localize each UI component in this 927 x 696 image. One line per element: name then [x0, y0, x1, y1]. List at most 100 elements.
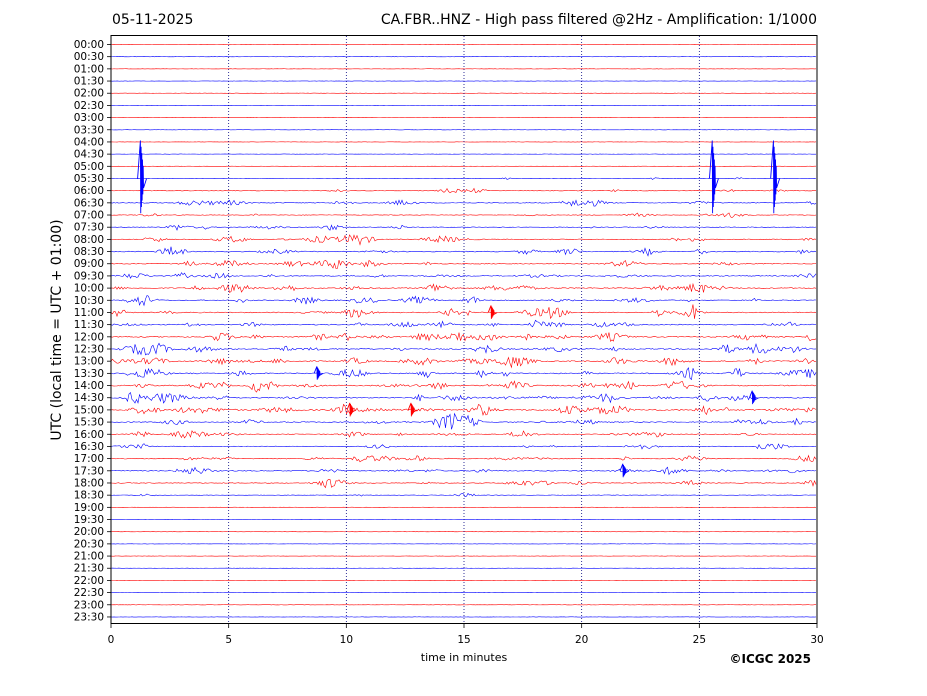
trace-row-1030	[110, 295, 817, 307]
trace-line	[110, 430, 817, 439]
event-spike-3	[770, 140, 781, 214]
trace-row-1300	[110, 356, 817, 369]
event-spike-5	[313, 366, 324, 380]
y-tick-label: 13:00	[74, 356, 104, 368]
trace-line	[110, 272, 817, 279]
x-tick-label: 15	[457, 634, 470, 646]
plot-frame	[110, 35, 818, 624]
y-tick-label: 10:00	[74, 283, 104, 295]
y-tick-label: 20:30	[74, 538, 104, 550]
trace-row-0600	[110, 187, 817, 194]
trace-rows	[110, 44, 817, 618]
event-spike-6	[749, 390, 759, 405]
trace-row-1430	[110, 391, 817, 404]
trace-line	[110, 454, 817, 463]
y-tick-label: 21:00	[74, 551, 104, 563]
y-tick-label: 18:00	[74, 477, 104, 489]
y-tick-label: 02:00	[74, 88, 104, 100]
trace-line	[110, 492, 817, 498]
y-tick-label: 13:30	[74, 368, 104, 380]
y-tick-label: 10:30	[74, 295, 104, 307]
x-tick-label: 5	[225, 634, 232, 646]
trace-line	[110, 199, 817, 207]
trace-line	[110, 304, 817, 320]
trace-row-1500	[110, 403, 817, 416]
trace-line	[110, 391, 817, 404]
y-tick-label: 11:30	[74, 319, 104, 331]
trace-row-0700	[110, 212, 817, 219]
x-tick-label: 0	[108, 634, 115, 646]
y-tick-label: 00:00	[74, 39, 104, 51]
y-tick-label: 12:30	[74, 344, 104, 356]
copyright-label: ©ICGC 2025	[729, 652, 811, 666]
y-tick-label: 19:00	[74, 502, 104, 514]
trace-line	[110, 356, 817, 369]
x-tick-labels: 0 5 10 15 20 25 30	[108, 623, 824, 646]
y-tick-label: 04:00	[74, 136, 104, 148]
y-tick-label: 19:30	[74, 514, 104, 526]
y-tick-label: 20:00	[74, 526, 104, 538]
trace-line	[110, 380, 817, 393]
event-spike-7	[346, 402, 357, 417]
trace-row-1000	[110, 282, 817, 293]
y-tick-label: 05:00	[74, 161, 104, 173]
trace-line	[110, 367, 817, 381]
trace-row-0800	[110, 234, 817, 246]
x-tick-label: 25	[693, 634, 706, 646]
y-tick-label: 14:30	[74, 392, 104, 404]
x-tick-label: 30	[810, 634, 823, 646]
trace-row-0900	[110, 259, 817, 269]
trace-line	[110, 234, 817, 246]
y-tick-label: 08:30	[74, 246, 104, 258]
x-tick-label: 10	[340, 634, 353, 646]
x-axis-label: time in minutes	[420, 651, 508, 664]
trace-line	[110, 282, 817, 293]
y-tick-label: 21:30	[74, 563, 104, 575]
y-tick-label: 17:00	[74, 453, 104, 465]
event-spike-9	[619, 463, 630, 478]
trace-row-0730	[110, 224, 817, 231]
trace-line	[110, 479, 817, 489]
y-tick-label: 07:30	[74, 222, 104, 234]
trace-row-1400	[110, 380, 817, 393]
trace-row-1600	[110, 430, 817, 439]
y-tick-label: 14:00	[74, 380, 104, 392]
vertical-grid	[228, 36, 700, 623]
y-tick-label: 22:30	[74, 587, 104, 599]
y-axis-label: UTC (local time = UTC + 01:00)	[49, 219, 65, 441]
event-spike-2	[709, 140, 719, 214]
trace-line	[110, 342, 817, 356]
y-tick-label: 00:30	[74, 51, 104, 63]
trace-row-1730	[110, 466, 817, 476]
y-tick-label: 16:00	[74, 429, 104, 441]
event-spikes	[137, 140, 781, 478]
event-spike-8	[407, 402, 418, 417]
event-spike-4	[487, 305, 498, 319]
chart-title: CA.FBR..HNZ - High pass filtered @2Hz - …	[380, 12, 817, 28]
y-tick-label: 22:00	[74, 575, 104, 587]
trace-line	[110, 177, 817, 180]
y-tick-label: 04:30	[74, 149, 104, 161]
y-tick-label: 17:30	[74, 465, 104, 477]
trace-line	[110, 403, 817, 416]
trace-line	[110, 332, 817, 342]
y-tick-label: 15:00	[74, 404, 104, 416]
trace-row-1630	[110, 443, 817, 450]
event-spike-1	[137, 140, 148, 214]
trace-line	[110, 319, 817, 329]
y-tick-labels: 00:0000:3001:0001:3002:0002:3003:0003:30…	[74, 39, 111, 623]
trace-line	[110, 212, 817, 219]
trace-line	[110, 295, 817, 307]
y-tick-label: 09:30	[74, 270, 104, 282]
trace-row-1830	[110, 492, 817, 498]
trace-row-1200	[110, 332, 817, 342]
y-tick-label: 23:30	[74, 611, 104, 623]
trace-line	[110, 466, 817, 476]
y-tick-label: 02:30	[74, 100, 104, 112]
y-tick-label: 18:30	[74, 490, 104, 502]
y-tick-label: 03:00	[74, 112, 104, 124]
y-tick-label: 05:30	[74, 173, 104, 185]
trace-line	[110, 412, 817, 430]
trace-row-1100	[110, 304, 817, 320]
